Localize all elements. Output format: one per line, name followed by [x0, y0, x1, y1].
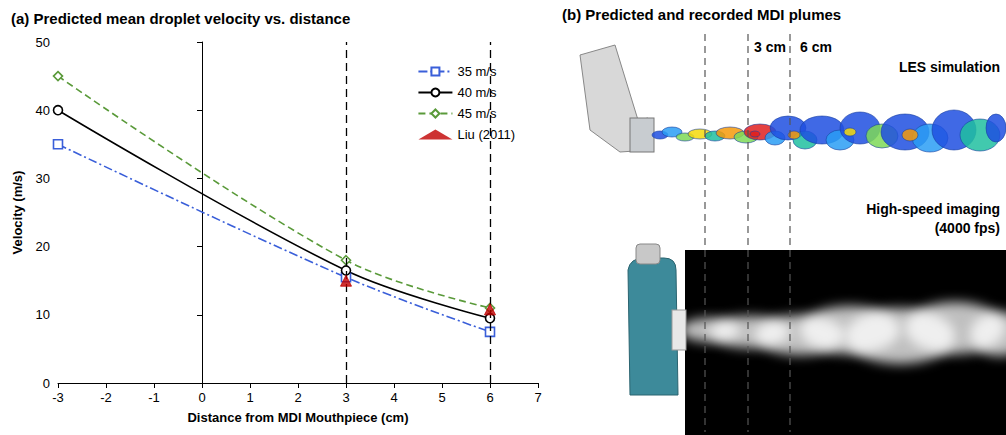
svg-text:40 m/s: 40 m/s [457, 85, 497, 100]
svg-text:4: 4 [390, 390, 397, 405]
svg-text:Distance from MDI Mouthpiece (: Distance from MDI Mouthpiece (cm) [187, 410, 408, 425]
svg-text:30: 30 [36, 171, 50, 186]
svg-text:(a) Predicted mean droplet vel: (a) Predicted mean droplet velocity vs. … [11, 10, 350, 27]
svg-text:-2: -2 [100, 390, 112, 405]
svg-text:LES simulation: LES simulation [899, 59, 1000, 75]
svg-text:45 m/s: 45 m/s [457, 106, 497, 121]
svg-text:-3: -3 [52, 390, 64, 405]
svg-text:Liu (2011): Liu (2011) [457, 127, 515, 142]
svg-text:0: 0 [198, 390, 205, 405]
svg-text:0: 0 [43, 376, 50, 391]
svg-text:6: 6 [486, 390, 493, 405]
svg-text:2: 2 [294, 390, 301, 405]
svg-text:Velocity (m/s): Velocity (m/s) [10, 171, 25, 255]
svg-text:35 m/s: 35 m/s [457, 64, 497, 79]
svg-text:5: 5 [438, 390, 445, 405]
svg-text:50: 50 [36, 35, 50, 50]
svg-text:20: 20 [36, 239, 50, 254]
svg-text:-1: -1 [148, 390, 160, 405]
svg-text:3: 3 [342, 390, 349, 405]
svg-text:10: 10 [36, 307, 50, 322]
svg-text:High-speed imaging: High-speed imaging [866, 201, 1000, 217]
svg-text:7: 7 [534, 390, 541, 405]
svg-text:1: 1 [246, 390, 253, 405]
svg-text:(4000 fps): (4000 fps) [935, 220, 1000, 236]
svg-text:3 cm: 3 cm [754, 39, 786, 55]
svg-text:6 cm: 6 cm [800, 39, 832, 55]
svg-text:40: 40 [36, 103, 50, 118]
svg-text:(b) Predicted and recorded MDI: (b) Predicted and recorded MDI plumes [562, 6, 841, 23]
